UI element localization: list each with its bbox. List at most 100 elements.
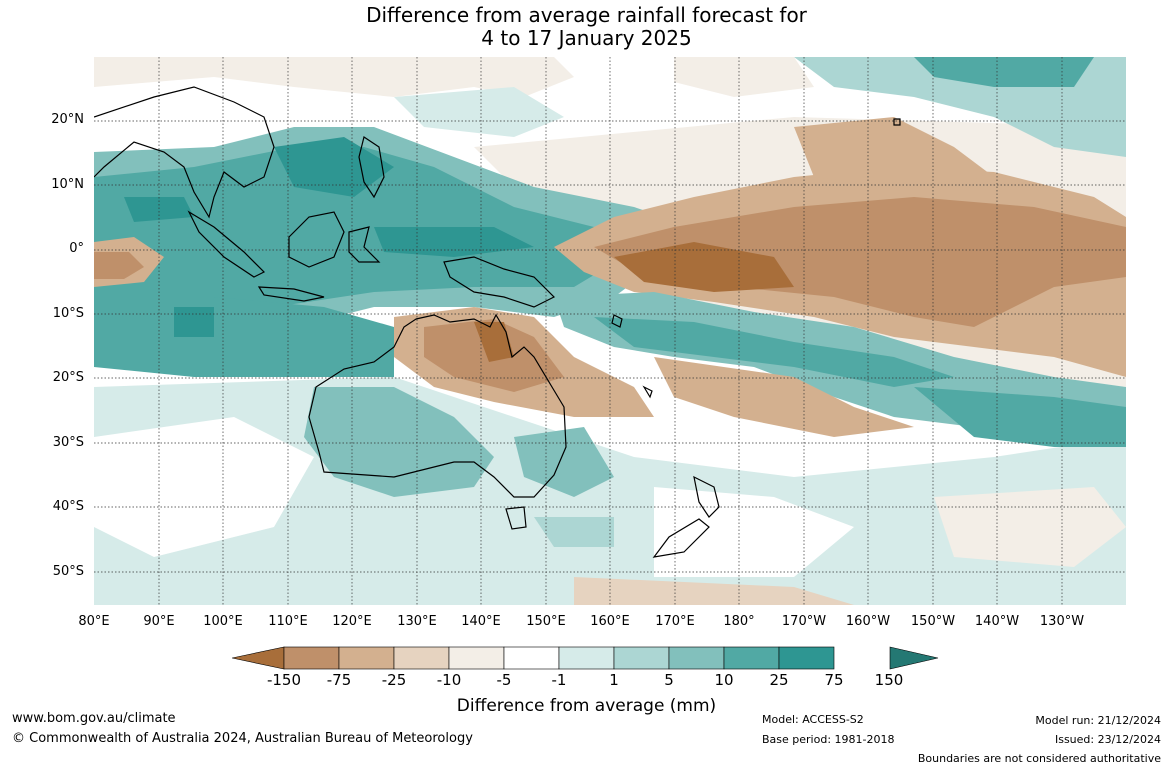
title-line-2: 4 to 17 January 2025 xyxy=(481,26,692,50)
lon-label: 80°E xyxy=(78,614,110,629)
colorbar-box xyxy=(393,646,450,670)
footer-website: www.bom.gov.au/climate xyxy=(12,711,176,726)
lon-label: 110°E xyxy=(268,614,308,629)
lon-label: 170°W xyxy=(781,614,827,629)
title-line-1: Difference from average rainfall forecas… xyxy=(366,3,807,27)
lon-label: 160°E xyxy=(590,614,630,629)
nz-south-island xyxy=(652,518,710,558)
colorbar-boxes xyxy=(283,646,835,670)
anomaly-patch xyxy=(394,497,574,605)
anomaly-patch xyxy=(654,357,914,437)
colorbar-tick: 1 xyxy=(609,671,619,689)
colorbar-extend-high xyxy=(889,646,939,670)
anomaly-patch xyxy=(374,227,534,257)
se-asia-coast xyxy=(94,86,275,219)
anomaly-patch xyxy=(124,197,194,222)
sulawesi-coast xyxy=(348,226,381,263)
anomaly-patch xyxy=(674,57,814,97)
colorbar-tick: 150 xyxy=(874,671,904,689)
anomaly-patch xyxy=(514,427,614,497)
anomaly-patch xyxy=(914,387,1126,447)
anomaly-patch xyxy=(94,252,144,279)
footer-issued: Issued: 23/12/2024 xyxy=(1054,733,1161,746)
colorbar-box xyxy=(668,646,725,670)
lon-label: 130°E xyxy=(397,614,437,629)
colorbar-tick: -1 xyxy=(551,671,567,689)
footer-disclaimer: Boundaries are not considered authoritat… xyxy=(917,752,1161,765)
lon-label: 160°W xyxy=(845,614,891,629)
anomaly-patch xyxy=(594,197,1126,327)
sumatra-coast xyxy=(187,210,266,278)
lon-label: 170°E xyxy=(655,614,695,629)
colorbar-tick: -25 xyxy=(381,671,407,689)
colorbar-box xyxy=(503,646,560,670)
lat-label: 50°S xyxy=(52,564,84,579)
lat-label: 10°N xyxy=(51,177,84,192)
australia-coast xyxy=(308,313,567,498)
coastlines xyxy=(94,86,901,558)
footer-model-run: Model run: 21/12/2024 xyxy=(1035,714,1161,727)
lat-label: 20°N xyxy=(51,112,84,127)
anomaly-patch xyxy=(594,317,954,387)
lon-label: 140°W xyxy=(974,614,1020,629)
colorbar-tick: 5 xyxy=(664,671,674,689)
anomaly-patch xyxy=(394,87,564,137)
anomaly-patch xyxy=(914,57,1094,87)
lon-label: 120°E xyxy=(332,614,372,629)
lat-label: 30°S xyxy=(52,435,84,450)
colorbar-tick: 25 xyxy=(769,671,789,689)
lat-label: 10°S xyxy=(52,306,84,321)
lon-label: 90°E xyxy=(143,614,175,629)
lat-label: 0° xyxy=(69,241,84,256)
anomaly-patch xyxy=(574,577,854,605)
anomaly-patch xyxy=(94,297,394,377)
solomon-islands xyxy=(611,314,623,328)
borneo-coast xyxy=(288,211,345,268)
colorbar-box xyxy=(338,646,395,670)
colorbar-tick: -5 xyxy=(496,671,512,689)
anomaly-patch xyxy=(94,417,314,557)
colorbar xyxy=(232,646,939,670)
anomaly-patch xyxy=(534,517,614,547)
lon-label: 140°E xyxy=(461,614,501,629)
rainfall-map xyxy=(94,57,1126,605)
colorbar-tick: -75 xyxy=(326,671,352,689)
colorbar-box xyxy=(448,646,505,670)
java-coast xyxy=(257,286,325,302)
colorbar-tick: 10 xyxy=(714,671,734,689)
colorbar-tick: 75 xyxy=(824,671,844,689)
lon-label: 150°W xyxy=(910,614,956,629)
hawaii-coast xyxy=(893,118,901,126)
philippines-coast xyxy=(358,136,385,199)
colorbar-extend-low xyxy=(232,646,285,670)
anomaly-patch xyxy=(94,147,624,327)
colorbar-box xyxy=(558,646,615,670)
colorbar-box xyxy=(283,646,340,670)
footer-base-period: Base period: 1981-2018 xyxy=(762,733,895,746)
nz-north-island xyxy=(693,475,720,518)
lon-label: 150°E xyxy=(526,614,566,629)
colorbar-label: Difference from average (mm) xyxy=(456,696,717,716)
anomaly-patch xyxy=(794,117,994,187)
anomaly-patch xyxy=(304,387,494,497)
anomaly-patch xyxy=(614,242,794,292)
anomaly-patch xyxy=(474,322,514,362)
lon-label: 180° xyxy=(723,614,755,629)
lat-label: 40°S xyxy=(52,499,84,514)
new-caledonia xyxy=(642,385,653,399)
colorbar-box xyxy=(778,646,835,670)
colorbar-box xyxy=(613,646,670,670)
graticule xyxy=(94,57,1126,605)
map-title: Difference from average rainfall forecas… xyxy=(0,4,1173,50)
tasmania-coast xyxy=(505,506,527,530)
colorbar-box xyxy=(723,646,780,670)
colorbar-tick: -150 xyxy=(266,671,302,689)
map-canvas xyxy=(94,57,1126,605)
footer-model: Model: ACCESS-S2 xyxy=(762,713,864,726)
lon-label: 100°E xyxy=(203,614,243,629)
anomaly-patch xyxy=(94,57,574,97)
lat-label: 20°S xyxy=(52,370,84,385)
anomaly-patch xyxy=(174,307,214,337)
colorbar-tick: -10 xyxy=(436,671,462,689)
lon-label: 130°W xyxy=(1039,614,1085,629)
